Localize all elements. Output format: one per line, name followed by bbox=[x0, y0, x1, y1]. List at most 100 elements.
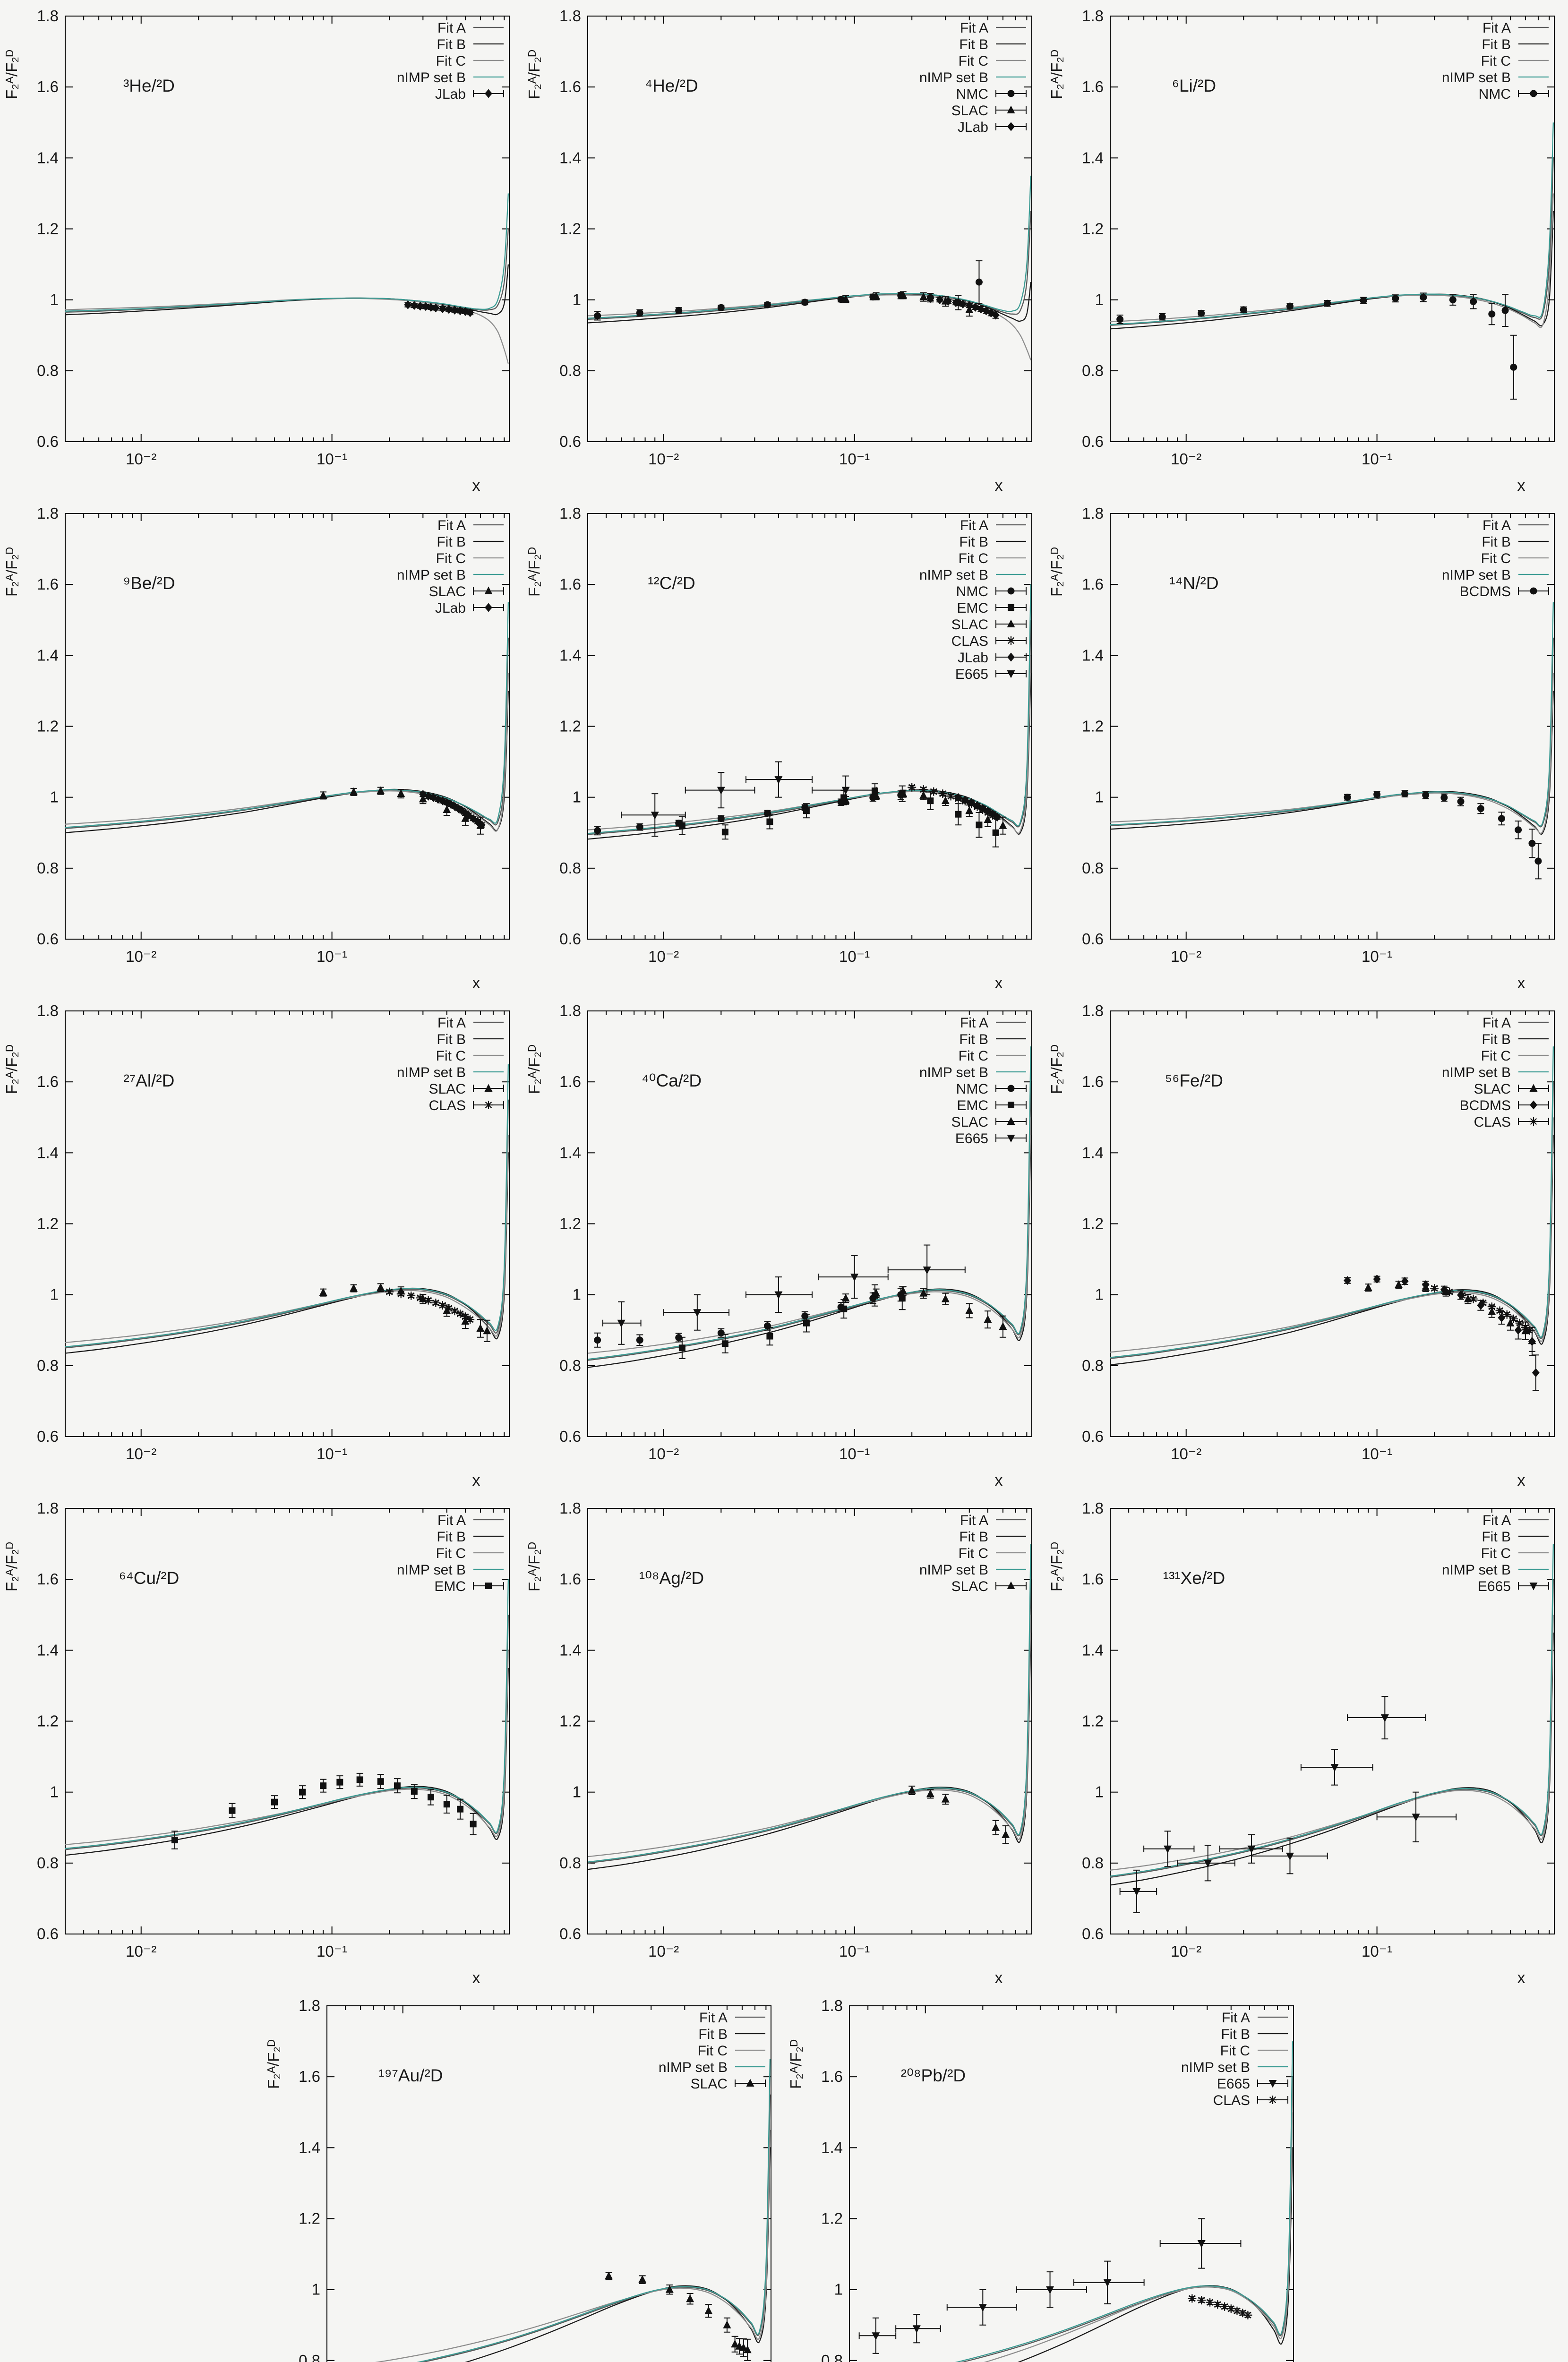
data-point bbox=[431, 1298, 440, 1307]
legend-label: nIMP set B bbox=[1442, 1065, 1511, 1080]
tridown-marker-icon bbox=[1045, 2286, 1054, 2294]
legend-item-fit-c: Fit C bbox=[1481, 1546, 1549, 1561]
curve-nimp-set-b bbox=[1110, 1544, 1554, 1877]
legend-label: Fit B bbox=[698, 2027, 728, 2042]
data-point bbox=[432, 303, 440, 313]
panel-row-1: 0.6 0.8 1 1.2 1.4 1.6 1.8 10⁻² 10⁻¹ x F₂ᴬ/F₂ᴰ ³He/²… bbox=[0, 0, 1568, 497]
points-slac bbox=[908, 1785, 1010, 1844]
square-marker-icon bbox=[1008, 1102, 1014, 1108]
curve-fit-c bbox=[1110, 1117, 1554, 1353]
asterisk-marker-icon bbox=[1221, 2303, 1228, 2310]
legend-item-fit-a: Fit A bbox=[960, 518, 1026, 533]
circle-marker-icon bbox=[1373, 791, 1381, 798]
tridown-marker-icon bbox=[850, 1274, 859, 1282]
diamond-marker-icon bbox=[959, 300, 967, 309]
data-point bbox=[899, 1286, 908, 1295]
legend-errorbar-sample bbox=[473, 603, 504, 612]
panel-title: ¹⁰⁸Ag/²D bbox=[639, 1568, 704, 1588]
diamond-marker-icon bbox=[965, 301, 973, 310]
x-tick-label: 10⁻² bbox=[648, 450, 679, 468]
circle-marker-icon bbox=[801, 299, 809, 306]
legend-item-nmc: NMC bbox=[956, 1081, 1027, 1097]
legend-marker bbox=[1007, 670, 1015, 678]
data-point bbox=[927, 797, 934, 804]
data-point bbox=[1495, 1306, 1504, 1315]
data-point bbox=[1373, 1275, 1381, 1284]
diamond-marker-icon bbox=[438, 796, 446, 805]
legend-errorbar-sample bbox=[1257, 2096, 1288, 2104]
points-nmc bbox=[594, 260, 983, 321]
triangle-marker-icon bbox=[1506, 1318, 1515, 1326]
data-point bbox=[1395, 1280, 1403, 1288]
data-point bbox=[999, 821, 1007, 829]
asterisk-marker-icon bbox=[1516, 1319, 1523, 1326]
triangle-marker-icon bbox=[841, 294, 850, 303]
legend-label: Fit A bbox=[960, 20, 988, 36]
data-point bbox=[965, 806, 974, 814]
x-tick-label: 10⁻¹ bbox=[317, 1445, 347, 1463]
x-axis-label: x bbox=[472, 1472, 480, 1489]
data-point bbox=[438, 304, 446, 313]
data-point bbox=[685, 2294, 694, 2302]
legend-label: Fit A bbox=[1221, 2010, 1250, 2026]
legend-item-emc: EMC bbox=[957, 600, 1027, 616]
tridown-marker-icon bbox=[1007, 1135, 1015, 1143]
y-tick-label: 1 bbox=[834, 2281, 842, 2298]
legend-item-slac: SLAC bbox=[951, 103, 1027, 119]
data-point bbox=[971, 302, 979, 312]
legend-errorbar-sample bbox=[1518, 1084, 1549, 1092]
legend-marker bbox=[1529, 1583, 1538, 1591]
data-point bbox=[445, 305, 453, 314]
legend-marker bbox=[484, 1101, 493, 1109]
data-point bbox=[912, 2325, 921, 2333]
legend-label: Fit B bbox=[959, 1032, 988, 1047]
legend-label: Fit A bbox=[437, 20, 466, 36]
legend-errorbar-sample bbox=[1518, 1100, 1549, 1110]
y-axis-label: F₂ᴬ/F₂ᴰ bbox=[1048, 547, 1065, 597]
legend-label: Fit A bbox=[960, 1513, 988, 1528]
data-point bbox=[1198, 309, 1205, 317]
panel-title: ²⁷Al/²D bbox=[123, 1071, 174, 1090]
circle-marker-icon bbox=[636, 1336, 643, 1344]
data-point bbox=[961, 796, 969, 805]
legend-errorbar-sample bbox=[1518, 1117, 1549, 1126]
circle-marker-icon bbox=[1488, 310, 1496, 318]
x-tick-label: 10⁻¹ bbox=[839, 1943, 870, 1960]
data-point bbox=[717, 304, 725, 311]
panel-row-4: 0.6 0.8 1 1.2 1.4 1.6 1.8 10⁻² 10⁻¹ x F₂ᴬ/F₂ᴰ ⁶⁴Cu/… bbox=[0, 1492, 1568, 1990]
data-point bbox=[929, 787, 938, 796]
diamond-marker-icon bbox=[1007, 652, 1015, 662]
legend-item-slac: SLAC bbox=[429, 1081, 504, 1097]
data-point bbox=[766, 1333, 773, 1340]
y-tick-label: 1.2 bbox=[559, 1215, 581, 1232]
legend-label: Fit B bbox=[1482, 1529, 1511, 1545]
y-tick-label: 1.6 bbox=[1082, 575, 1104, 593]
data-point bbox=[919, 785, 928, 794]
y-tick-label: 1.4 bbox=[37, 1641, 59, 1659]
circle-marker-icon bbox=[717, 1329, 725, 1337]
legend-label: nIMP set B bbox=[1442, 567, 1511, 583]
legend-item-fit-a: Fit A bbox=[1221, 2010, 1288, 2026]
asterisk-marker-icon bbox=[451, 1308, 458, 1315]
data-point bbox=[1510, 363, 1517, 371]
asterisk-marker-icon bbox=[1459, 1292, 1466, 1299]
diamond-marker-icon bbox=[992, 310, 1000, 320]
data-point bbox=[973, 801, 981, 810]
y-tick-label: 1 bbox=[573, 788, 581, 806]
panel-row-2: 0.6 0.8 1 1.2 1.4 1.6 1.8 10⁻² 10⁻¹ x F₂ᴬ/F₂ᴰ ⁹Be/²… bbox=[0, 497, 1568, 995]
circle-marker-icon bbox=[1470, 298, 1477, 305]
data-point bbox=[1285, 1852, 1294, 1861]
triangle-marker-icon bbox=[899, 1286, 908, 1295]
data-point bbox=[1103, 2279, 1112, 2287]
fit-curves bbox=[65, 1579, 509, 1856]
legend-label: E665 bbox=[1478, 1579, 1511, 1594]
diamond-marker-icon bbox=[432, 303, 440, 313]
square-marker-icon bbox=[299, 1789, 306, 1796]
legend-marker bbox=[1268, 2080, 1277, 2088]
points-clas bbox=[385, 1287, 475, 1324]
circle-marker-icon bbox=[1286, 302, 1294, 310]
square-marker-icon bbox=[485, 1583, 492, 1589]
legend-item-fit-a: Fit A bbox=[960, 20, 1026, 36]
panel-c12: 0.6 0.8 1 1.2 1.4 1.6 1.8 10⁻² 10⁻¹ x F₂ᴬ/F₂ᴰ ¹²C/²… bbox=[523, 497, 1045, 995]
